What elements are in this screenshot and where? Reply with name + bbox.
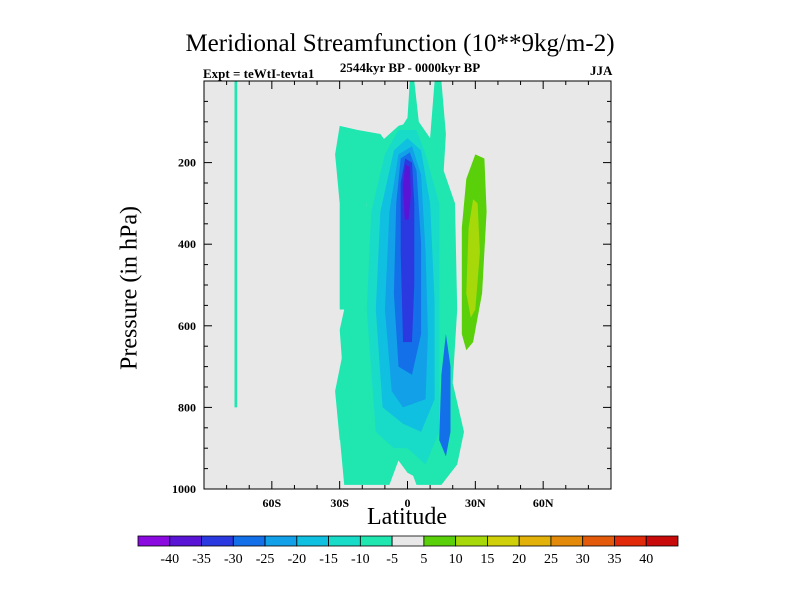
- season-label: JJA: [590, 63, 613, 78]
- x-tick-label: 30S: [330, 496, 349, 510]
- y-tick-label: 600: [178, 319, 196, 333]
- colorbar-swatch: [328, 535, 361, 547]
- colorbar-label: -15: [319, 552, 338, 567]
- x-tick-label: 60N: [533, 496, 554, 510]
- colorbar-swatch: [359, 535, 393, 547]
- y-tick-label: 400: [178, 237, 196, 251]
- y-tick-label: 1000: [172, 482, 196, 496]
- colorbar-swatch: [391, 535, 425, 547]
- colorbar-swatch: [487, 535, 520, 547]
- contour-indigo-core: [403, 164, 411, 220]
- chart-subtitle: 2544kyr BP - 0000kyr BP: [339, 60, 481, 75]
- colorbar-swatch: [518, 535, 552, 547]
- contour-yellowgreen-cell: [466, 199, 480, 318]
- x-tick-label: 30N: [465, 496, 486, 510]
- x-tick-label: 0: [405, 496, 411, 510]
- colorbar-swatch: [423, 535, 457, 547]
- contour-cyan-band-70S: [234, 81, 238, 408]
- colorbar-label: 15: [480, 552, 494, 567]
- colorbar-swatch: [550, 535, 584, 547]
- colorbar-label: 20: [512, 552, 526, 567]
- colorbar: -40 -35 -30 -25 -20 -15 -10 -5 5 10 15 20 25 30 35 40: [137, 535, 679, 567]
- colorbar-swatch: [645, 535, 679, 547]
- colorbar-label: -20: [287, 552, 306, 567]
- colorbar-label: -10: [351, 552, 370, 567]
- colorbar-label: -40: [160, 552, 179, 567]
- colorbar-label: 10: [449, 552, 463, 567]
- colorbar-swatch: [296, 535, 329, 547]
- colorbar-label: -25: [256, 552, 275, 567]
- experiment-label: Expt = teWtI-tevta1: [203, 66, 315, 81]
- colorbar-swatch: [614, 535, 647, 547]
- colorbar-label: 5: [420, 552, 427, 567]
- colorbar-swatch: [264, 535, 298, 547]
- colorbar-swatch: [455, 535, 488, 547]
- colorbar-label: 40: [639, 552, 653, 567]
- colorbar-swatch: [169, 535, 202, 547]
- colorbar-label: 30: [576, 552, 590, 567]
- axes-layer: 200 400 600 800 1000 60S 30S 0 30N 60N: [172, 80, 612, 510]
- colorbar-label: -5: [386, 552, 398, 567]
- colorbar-label: 35: [607, 552, 621, 567]
- contour-layer: [234, 81, 487, 485]
- y-tick-label: 200: [178, 156, 196, 170]
- x-tick-label: 60S: [262, 496, 281, 510]
- colorbar-swatch: [137, 535, 171, 547]
- colorbar-swatch: [201, 535, 234, 547]
- y-tick-label: 800: [178, 400, 196, 414]
- colorbar-label: -30: [224, 552, 243, 567]
- colorbar-swatch: [582, 535, 615, 547]
- colorbar-swatch: [232, 535, 266, 547]
- colorbar-label: 25: [544, 552, 558, 567]
- contour-cyan-left-lower: [335, 334, 354, 440]
- x-axis-label: Latitude: [367, 504, 447, 530]
- chart-title: Meridional Streamfunction (10**9kg/m-2): [185, 30, 615, 57]
- colorbar-label: -35: [192, 552, 211, 567]
- contour-blue-south-lobe: [439, 334, 451, 457]
